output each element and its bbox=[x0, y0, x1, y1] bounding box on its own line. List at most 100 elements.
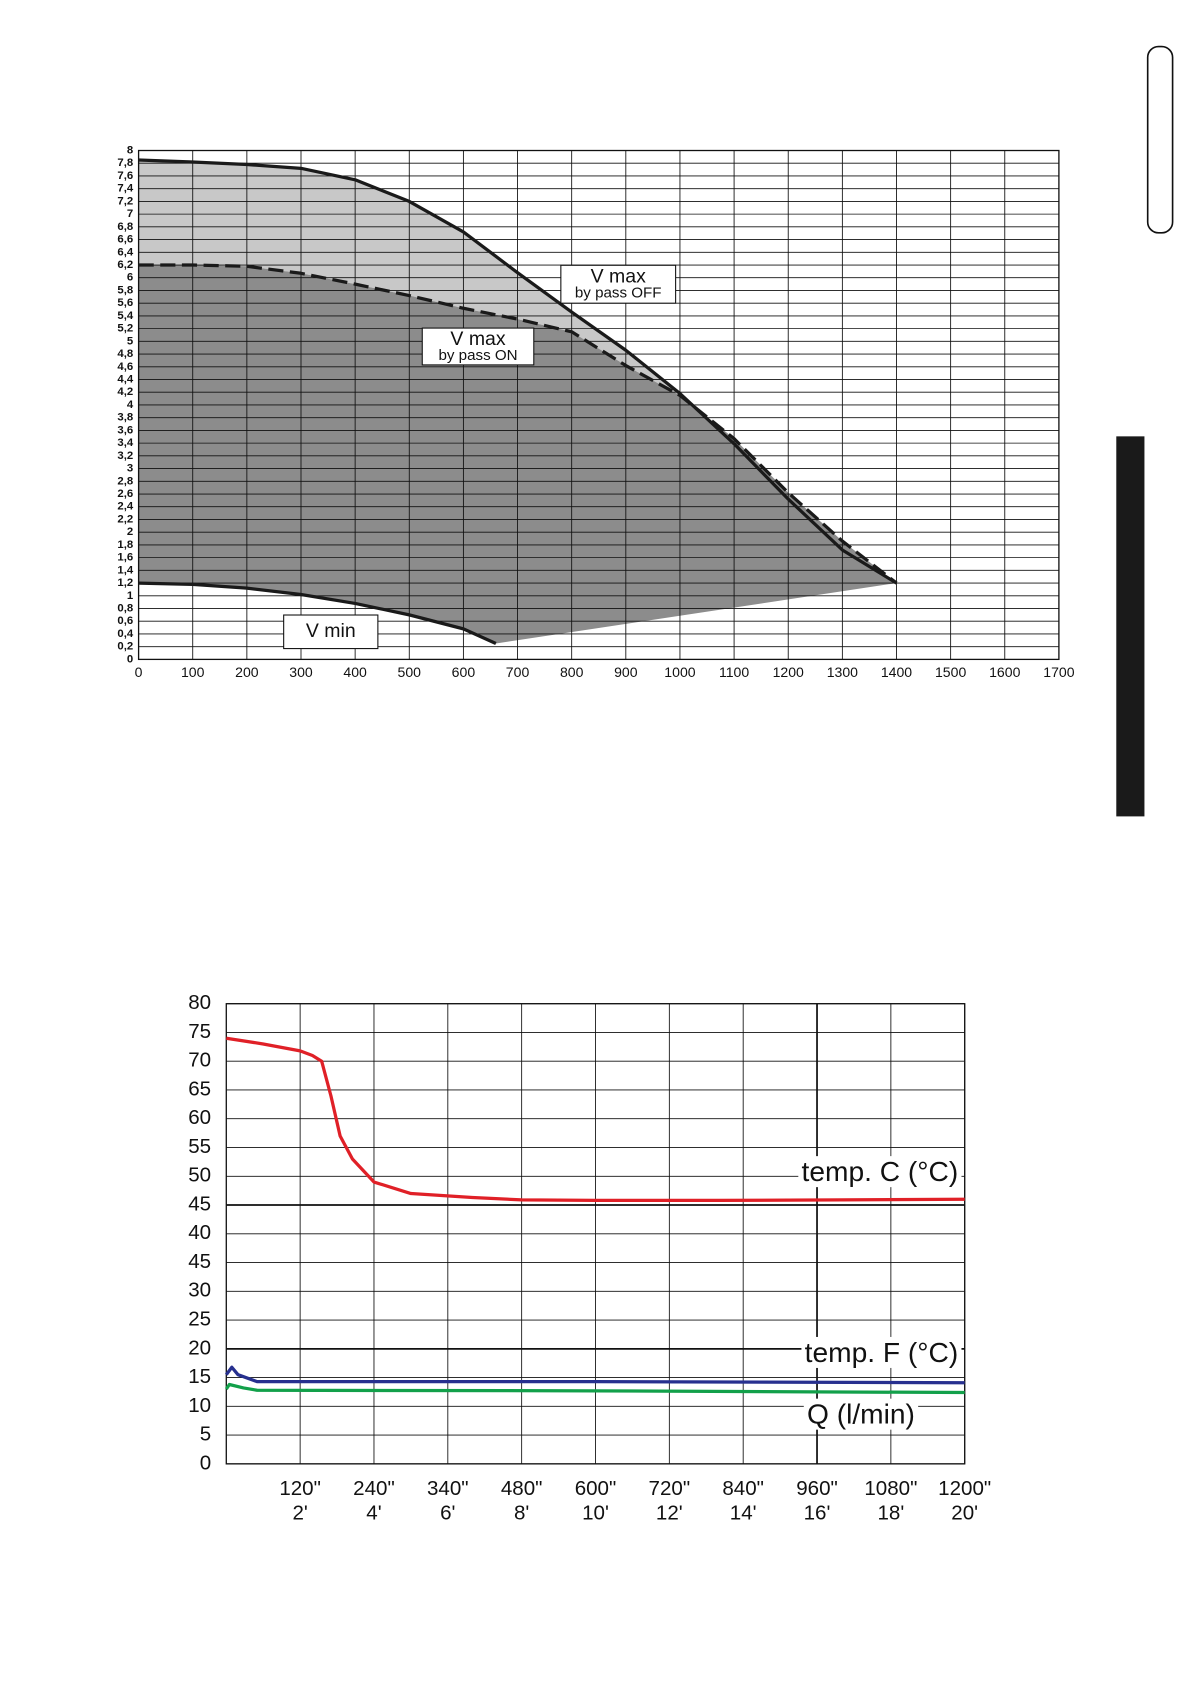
y-tick-label: 0 bbox=[200, 1451, 211, 1474]
label-box bbox=[283, 614, 379, 650]
x-tick-label: 1700 bbox=[1043, 664, 1074, 680]
y-tick-label: 3,2 bbox=[117, 450, 133, 462]
series-line bbox=[138, 158, 898, 585]
y-tick-label: 6,6 bbox=[117, 234, 133, 246]
y-tick-label: 20 bbox=[188, 1336, 211, 1359]
x-tick-label: 900 bbox=[614, 664, 638, 680]
series-line bbox=[224, 1365, 965, 1385]
x-tick-label: 720" 12' bbox=[649, 1477, 691, 1525]
x-tick-label: 1100 bbox=[719, 664, 749, 680]
y-tick-label: 1 bbox=[127, 590, 133, 602]
series-line bbox=[138, 263, 898, 585]
y-tick-label: 40 bbox=[188, 1221, 211, 1244]
label-box bbox=[560, 264, 677, 304]
x-tick-label: 120" 2' bbox=[279, 1477, 321, 1525]
y-tick-label: 75 bbox=[188, 1020, 211, 1043]
series-label: by pass ON bbox=[438, 347, 517, 364]
y-tick-label: 1,8 bbox=[117, 539, 133, 551]
y-tick-label: 3,8 bbox=[117, 412, 133, 424]
y-tick-label: 6 bbox=[127, 272, 133, 284]
x-tick-label: 1600 bbox=[989, 664, 1020, 680]
x-tick-label: 340" 6' bbox=[427, 1477, 469, 1525]
x-tick-label: 1200 bbox=[773, 664, 804, 680]
x-tick-label: 700 bbox=[506, 664, 530, 680]
x-tick-label: 840" 14' bbox=[722, 1477, 764, 1525]
y-tick-label: 7,6 bbox=[117, 170, 133, 182]
series-label-bg bbox=[803, 1398, 919, 1430]
y-tick-label: 6,2 bbox=[117, 259, 133, 271]
x-tick-label: 240" 4' bbox=[353, 1477, 395, 1525]
y-tick-label: 2,4 bbox=[117, 501, 133, 513]
y-tick-label: 7 bbox=[127, 208, 133, 220]
y-tick-label: 1,4 bbox=[117, 564, 133, 576]
y-tick-label: 10 bbox=[188, 1394, 211, 1417]
y-tick-label: 7,4 bbox=[117, 183, 133, 195]
y-tick-label: 0,2 bbox=[117, 641, 133, 653]
y-tick-label: 45 bbox=[188, 1250, 211, 1273]
y-tick-label: 5,8 bbox=[117, 284, 133, 296]
series-line bbox=[224, 1382, 965, 1395]
x-tick-label: 600" 10' bbox=[575, 1477, 617, 1525]
y-tick-label: 1,6 bbox=[117, 552, 133, 564]
x-tick-label: 500 bbox=[398, 664, 422, 680]
series-label-bg bbox=[798, 1156, 962, 1188]
series-label: temp. F (°C) bbox=[805, 1337, 959, 1368]
y-tick-label: 2,6 bbox=[117, 488, 133, 500]
y-tick-label: 6,4 bbox=[117, 246, 133, 258]
y-tick-label: 45 bbox=[188, 1192, 211, 1215]
y-tick-label: 2,8 bbox=[117, 475, 133, 487]
side-tab-outline bbox=[1146, 45, 1174, 234]
series-label: V max bbox=[450, 328, 505, 350]
y-tick-label: 4,2 bbox=[117, 386, 133, 398]
x-tick-label: 0 bbox=[135, 664, 143, 680]
x-tick-label: 800 bbox=[560, 664, 584, 680]
y-tick-label: 5,4 bbox=[117, 310, 133, 322]
x-tick-label: 100 bbox=[181, 664, 205, 680]
y-tick-label: 4,6 bbox=[117, 361, 133, 373]
y-tick-label: 7,2 bbox=[117, 195, 133, 207]
x-tick-label: 960" 16' bbox=[796, 1477, 838, 1525]
series-line bbox=[226, 1036, 965, 1203]
y-tick-label: 0,4 bbox=[117, 628, 133, 640]
area-light bbox=[138, 160, 897, 584]
y-tick-label: 2 bbox=[127, 526, 133, 538]
series-label: V min bbox=[306, 620, 356, 642]
y-tick-label: 50 bbox=[188, 1164, 211, 1187]
series-label: by pass OFF bbox=[575, 284, 662, 301]
y-tick-label: 25 bbox=[188, 1308, 211, 1331]
y-tick-label: 3 bbox=[127, 463, 133, 475]
y-tick-label: 5,2 bbox=[117, 323, 133, 335]
y-tick-label: 5 bbox=[127, 335, 133, 347]
y-tick-label: 5,6 bbox=[117, 297, 133, 309]
series-label-bg bbox=[801, 1336, 962, 1368]
side-tab-bar bbox=[1116, 436, 1145, 817]
x-tick-label: 1400 bbox=[881, 664, 912, 680]
y-tick-label: 6,8 bbox=[117, 221, 133, 233]
y-tick-label: 3,4 bbox=[117, 437, 133, 449]
y-tick-label: 1,2 bbox=[117, 577, 133, 589]
y-tick-label: 60 bbox=[188, 1106, 211, 1129]
y-tick-label: 5 bbox=[200, 1423, 211, 1446]
x-tick-label: 400 bbox=[343, 664, 367, 680]
y-tick-label: 7,8 bbox=[117, 157, 133, 169]
series-label: V max bbox=[591, 265, 646, 287]
plot-border bbox=[137, 149, 1060, 661]
y-tick-label: 0,6 bbox=[117, 615, 133, 627]
x-tick-label: 600 bbox=[452, 664, 476, 680]
y-tick-label: 4 bbox=[127, 399, 134, 411]
x-tick-label: 1080" 18' bbox=[864, 1477, 917, 1525]
y-tick-label: 3,6 bbox=[117, 424, 133, 436]
y-tick-label: 30 bbox=[188, 1279, 211, 1302]
plot-border bbox=[225, 1003, 966, 1465]
x-tick-label: 1500 bbox=[935, 664, 966, 680]
y-tick-label: 15 bbox=[188, 1365, 211, 1388]
y-tick-label: 0 bbox=[127, 653, 133, 665]
y-tick-label: 65 bbox=[188, 1077, 211, 1100]
y-tick-label: 2,2 bbox=[117, 513, 133, 525]
series-line bbox=[138, 581, 497, 645]
x-tick-label: 200 bbox=[235, 664, 259, 680]
x-tick-label: 480" 8' bbox=[501, 1477, 543, 1525]
y-tick-label: 55 bbox=[188, 1135, 211, 1158]
